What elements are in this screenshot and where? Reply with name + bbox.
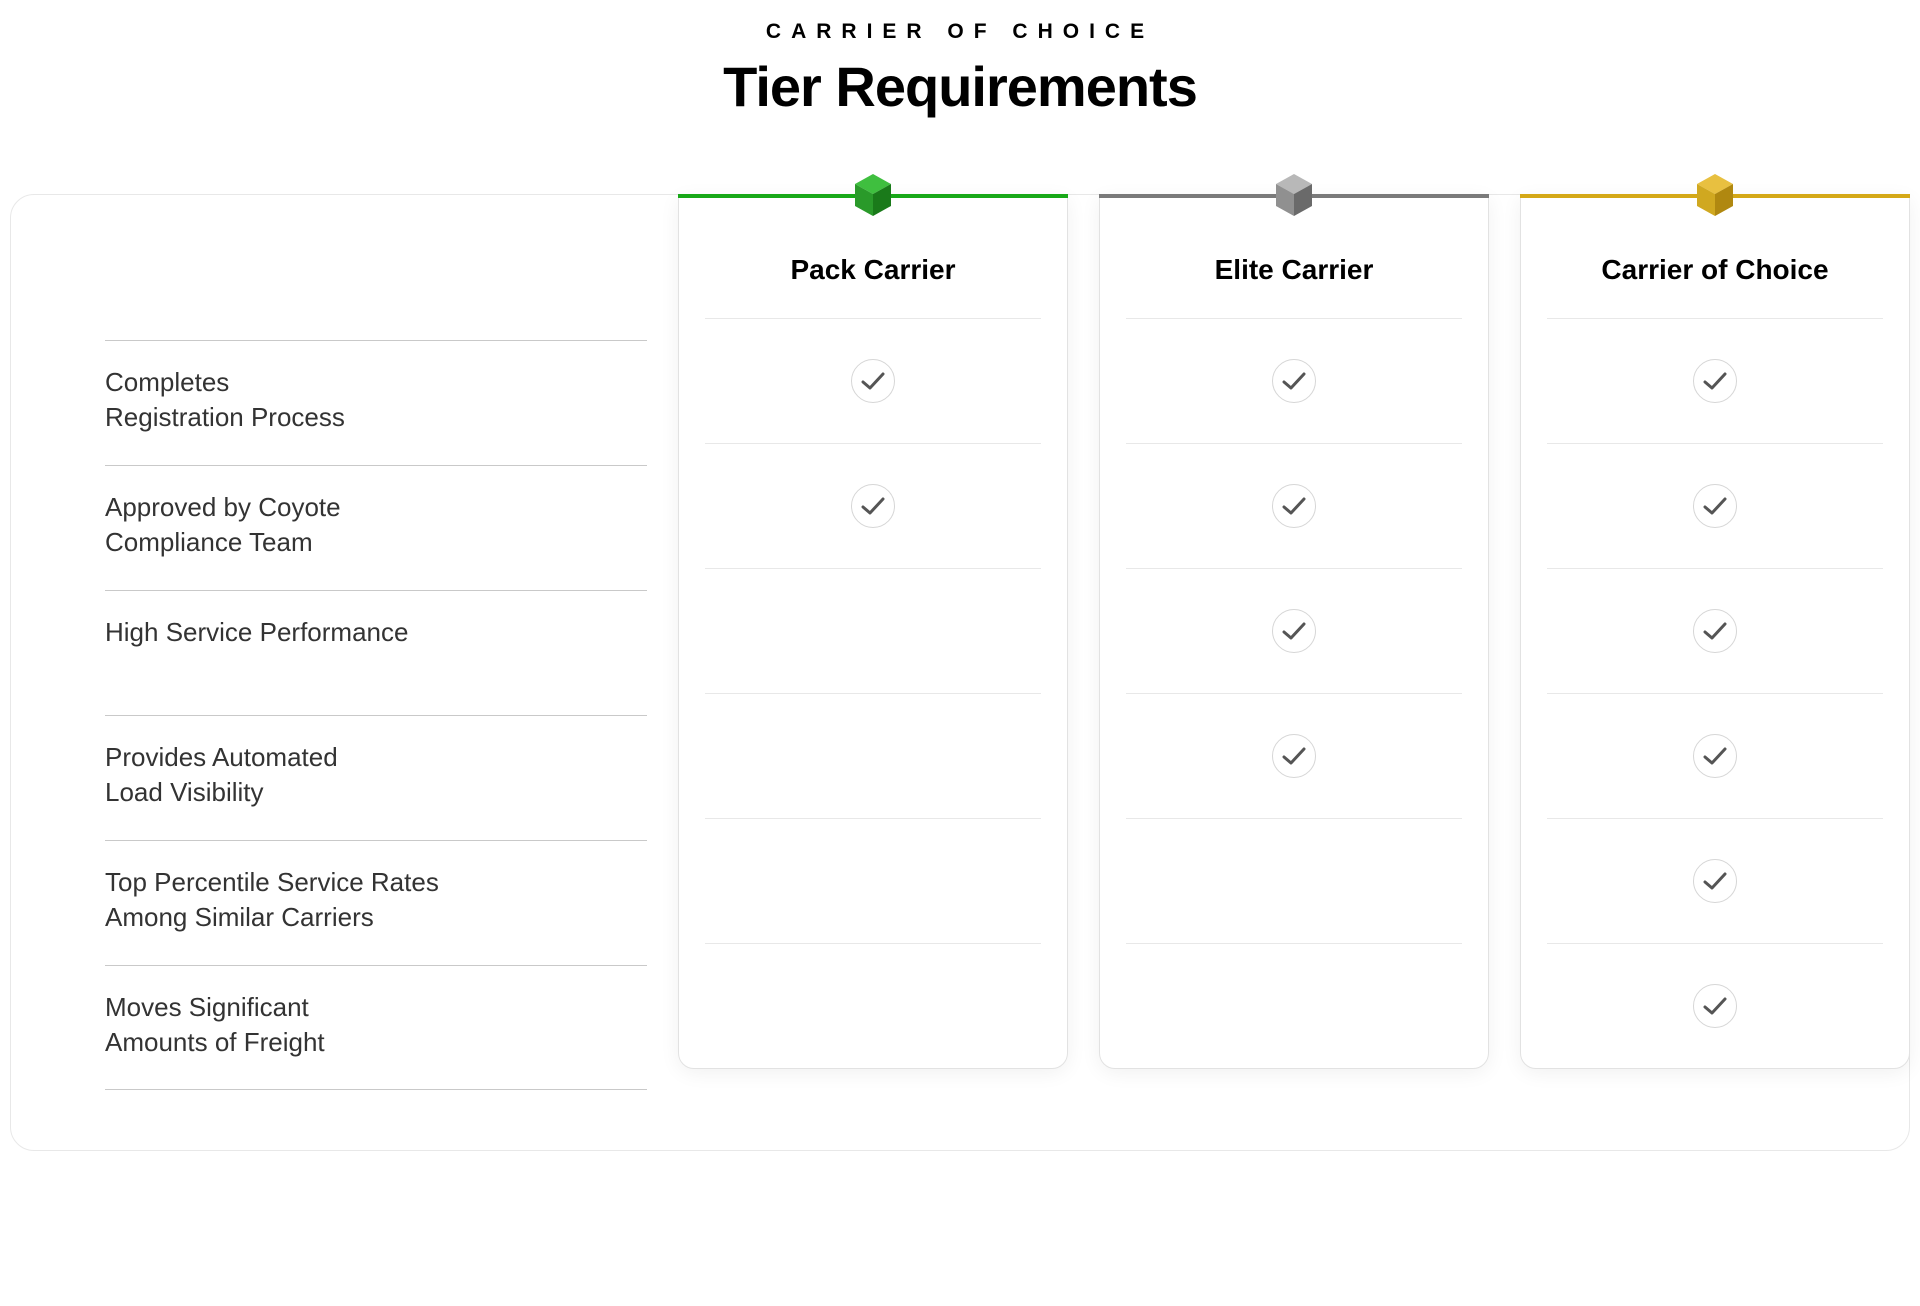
tier-cell (1126, 568, 1462, 693)
cube-icon (1272, 172, 1316, 220)
check-icon (1693, 359, 1737, 403)
check-icon (851, 359, 895, 403)
requirement-label: Approved by CoyoteCompliance Team (105, 465, 647, 590)
requirement-label: Top Percentile Service RatesAmong Simila… (105, 840, 647, 965)
page-header: CARRIER OF CHOICE Tier Requirements (0, 20, 1920, 119)
tier-card: Elite Carrier (1099, 195, 1489, 1069)
requirements-column: CompletesRegistration ProcessApproved by… (11, 245, 647, 1090)
requirement-label: Provides AutomatedLoad Visibility (105, 715, 647, 840)
tier-cell (705, 568, 1041, 693)
tier-cell (1126, 443, 1462, 568)
tier-column: Pack Carrier (678, 195, 1068, 1090)
tier-cell (705, 818, 1041, 943)
page-title: Tier Requirements (0, 54, 1920, 119)
table-grid: CompletesRegistration ProcessApproved by… (11, 195, 1909, 1090)
tier-cell (1126, 693, 1462, 818)
check-icon (1693, 984, 1737, 1028)
tier-cell (1547, 693, 1883, 818)
check-icon (1693, 734, 1737, 778)
tier-card: Carrier of Choice (1520, 195, 1910, 1069)
eyebrow-text: CARRIER OF CHOICE (0, 20, 1920, 44)
label-header-spacer (105, 245, 647, 340)
tier-cell (1126, 943, 1462, 1068)
tier-cell (705, 443, 1041, 568)
requirement-label: High Service Performance (105, 590, 647, 715)
check-icon (1272, 609, 1316, 653)
tier-cell (1547, 318, 1883, 443)
check-icon (1272, 359, 1316, 403)
requirement-label: CompletesRegistration Process (105, 340, 647, 465)
tier-card: Pack Carrier (678, 195, 1068, 1069)
check-icon (1272, 484, 1316, 528)
requirement-label: Moves SignificantAmounts of Freight (105, 965, 647, 1090)
check-icon (851, 484, 895, 528)
tier-cell (705, 943, 1041, 1068)
tier-column: Elite Carrier (1099, 195, 1489, 1090)
tier-cell (1547, 818, 1883, 943)
tier-cell (1547, 568, 1883, 693)
tier-table: CompletesRegistration ProcessApproved by… (10, 194, 1910, 1151)
check-icon (1693, 609, 1737, 653)
tier-cell (1126, 818, 1462, 943)
tier-cell (1547, 443, 1883, 568)
tier-cell (705, 318, 1041, 443)
tier-cell (705, 693, 1041, 818)
tier-cell (1126, 318, 1462, 443)
tier-column: Carrier of Choice (1520, 195, 1910, 1090)
tier-cell (1547, 943, 1883, 1068)
check-icon (1693, 859, 1737, 903)
cube-icon (851, 172, 895, 220)
cube-icon (1693, 172, 1737, 220)
check-icon (1693, 484, 1737, 528)
check-icon (1272, 734, 1316, 778)
